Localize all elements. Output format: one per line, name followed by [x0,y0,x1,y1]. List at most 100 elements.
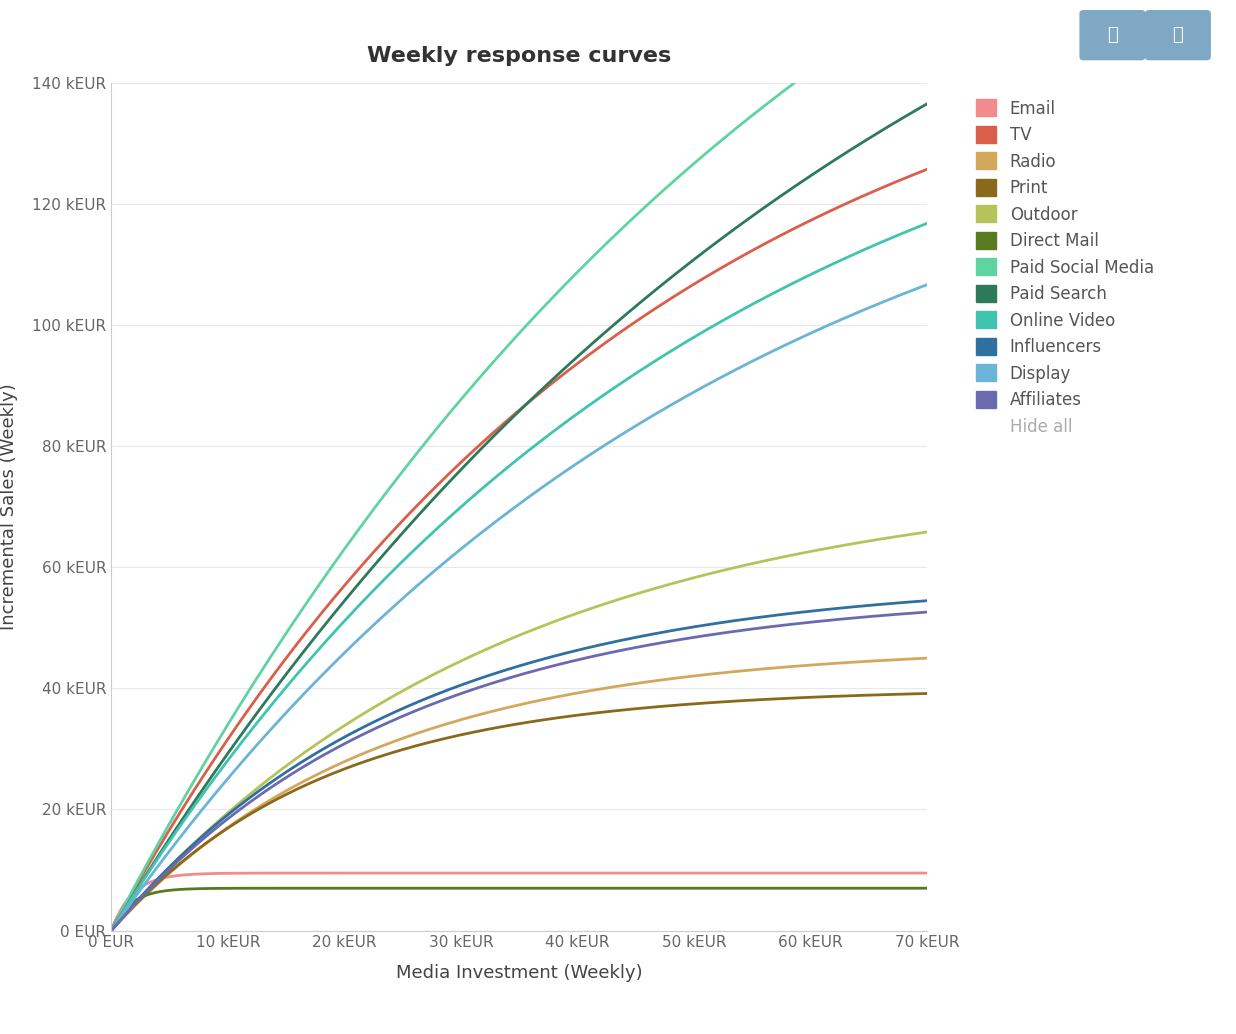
Email [104,924,119,937]
Outdoor [496,636,510,648]
Email [545,866,560,879]
Email [899,866,913,879]
Line: Affiliates: Affiliates [111,612,927,931]
Paid Social Media [900,0,915,10]
TV [496,418,510,430]
Line: Email: Email [111,873,927,931]
Display [545,474,560,486]
Outdoor [491,638,506,650]
Line: Direct Mail: Direct Mail [111,888,927,931]
Radio [920,652,934,665]
Line: Radio: Radio [111,659,927,931]
TV [545,376,560,389]
Paid Search [590,333,604,345]
Direct Mail [772,882,787,894]
Email [491,866,506,879]
X-axis label: Media Investment (Weekly): Media Investment (Weekly) [396,965,643,982]
Direct Mail [496,882,510,894]
TV [590,343,604,356]
Online Video [491,468,506,481]
Influencers [590,639,604,651]
Display [772,341,787,354]
Line: Influencers: Influencers [111,601,927,931]
Influencers [900,596,915,608]
Y-axis label: Incremental Sales (Weekly): Incremental Sales (Weekly) [0,384,19,630]
Paid Search [900,109,915,121]
Text: ⛶: ⛶ [1173,26,1183,44]
Line: Outdoor: Outdoor [111,533,927,931]
Outdoor [772,551,787,564]
TV [104,924,119,937]
Line: Paid Search: Paid Search [111,103,927,931]
Email [772,866,787,879]
Outdoor [920,526,934,539]
TV [772,230,787,242]
Paid Search [491,425,506,437]
Radio [772,662,787,674]
Direct Mail [104,924,119,937]
Line: Print: Print [111,694,927,931]
Direct Mail [545,882,560,894]
Line: Paid Social Media: Paid Social Media [111,0,927,931]
Affiliates [545,660,560,672]
Print [900,688,915,700]
Print [590,706,604,719]
Affiliates [590,649,604,662]
Print [772,693,787,705]
Display [920,278,934,291]
Radio [900,652,915,665]
Online Video [545,426,560,438]
Paid Search [104,924,119,937]
Influencers [920,595,934,607]
Influencers [104,924,119,937]
Direct Mail [920,882,934,894]
Text: 🔍: 🔍 [1107,26,1117,44]
Display [104,924,119,937]
Paid Search [920,97,934,110]
Line: Display: Display [111,284,927,931]
Print [104,924,119,937]
Influencers [772,609,787,621]
Online Video [920,217,934,230]
Online Video [496,464,510,477]
Legend: Email, TV, Radio, Print, Outdoor, Direct Mail, Paid Social Media, Paid Search, O: Email, TV, Radio, Print, Outdoor, Direct… [968,91,1162,444]
Paid Social Media [772,88,787,100]
Online Video [590,394,604,406]
Radio [491,703,506,716]
Affiliates [104,924,119,937]
Display [496,510,510,522]
Display [491,513,506,525]
Paid Social Media [590,247,604,260]
Display [900,286,915,299]
Paid Social Media [104,924,119,937]
TV [920,163,934,176]
FancyBboxPatch shape [1145,10,1211,60]
Outdoor [590,601,604,613]
Paid Social Media [491,349,506,362]
Radio [496,702,510,714]
Direct Mail [491,882,506,894]
TV [491,422,506,434]
FancyBboxPatch shape [1079,10,1146,60]
Title: Weekly response curves: Weekly response curves [367,45,671,66]
Influencers [496,665,510,677]
Email [920,866,934,879]
Affiliates [772,619,787,632]
Influencers [491,666,506,678]
Affiliates [496,673,510,686]
TV [900,171,915,183]
Paid Search [496,420,510,432]
Direct Mail [832,882,847,894]
Online Video [900,225,915,238]
Radio [590,683,604,696]
Radio [545,692,560,704]
Email [901,866,916,879]
Print [496,720,510,732]
Outdoor [900,528,915,541]
Email [496,866,510,879]
Online Video [104,924,119,937]
Direct Mail [901,882,916,894]
Paid Search [545,373,560,386]
Print [920,688,934,700]
Line: Online Video: Online Video [111,223,927,931]
